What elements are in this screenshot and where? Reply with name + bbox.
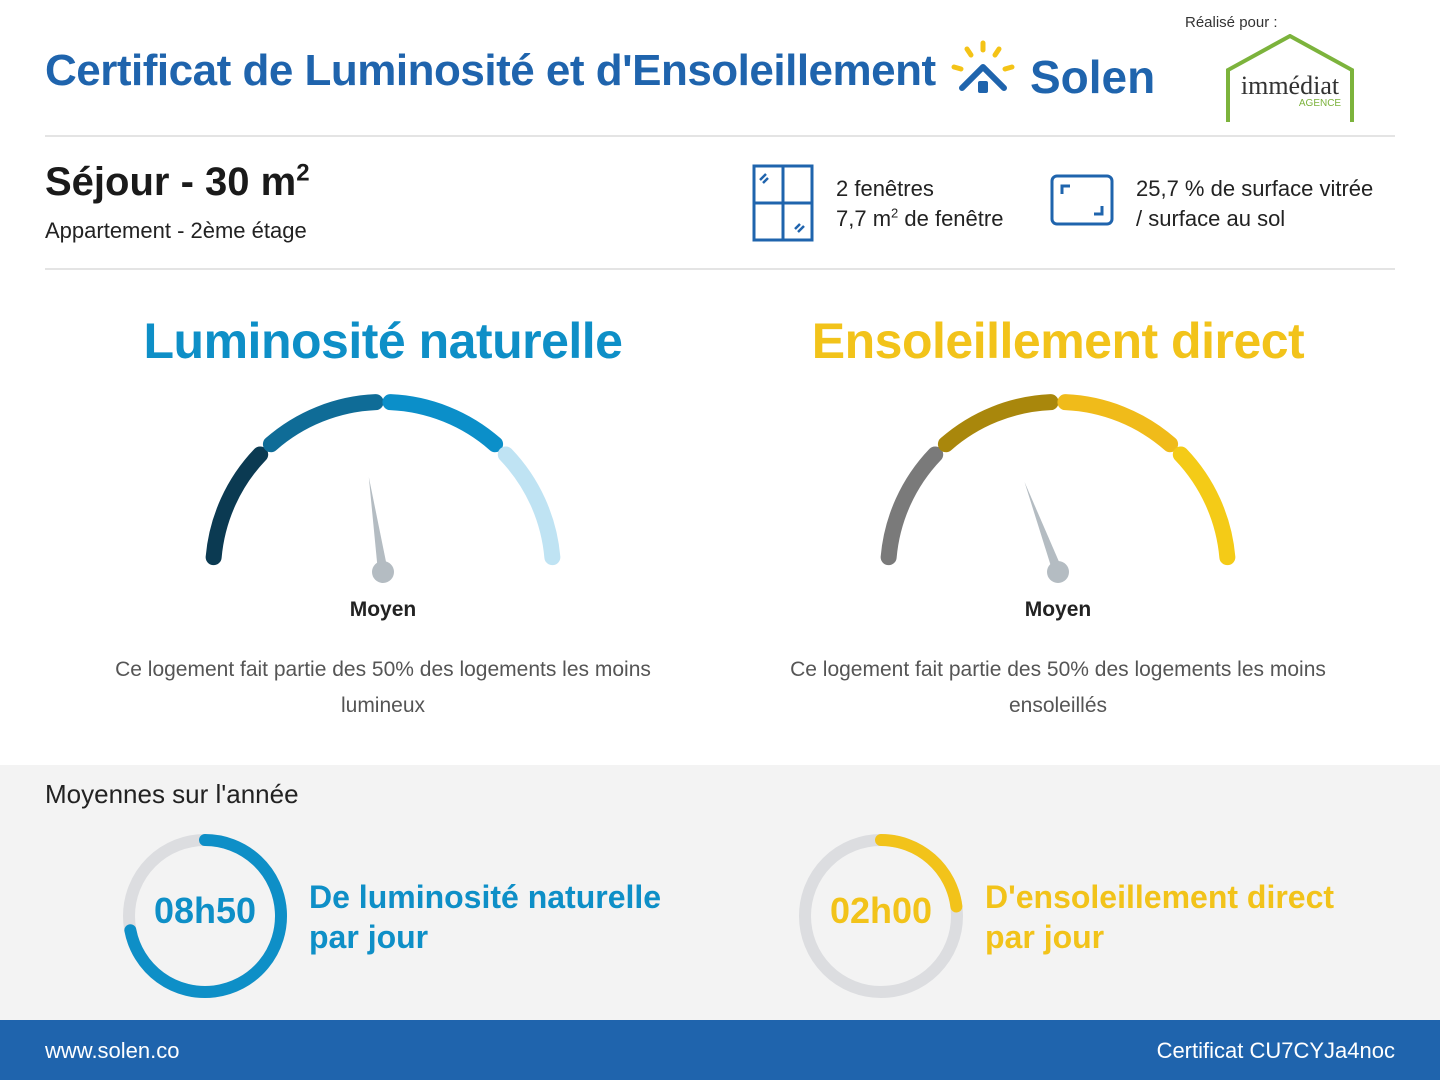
luminosity-hours: 08h50 [153, 890, 257, 931]
sunlight-hours: 02h00 [829, 890, 933, 931]
sunlight-description: Ce logement fait partie des 50% des loge… [790, 658, 1326, 717]
luminosity-gauge [205, 394, 561, 583]
divider [45, 135, 1395, 137]
luminosity-level: Moyen [349, 598, 417, 621]
sunlight-donut: 02h00 [796, 831, 966, 1001]
sunlight-level: Moyen [1024, 598, 1092, 621]
glazing-line1: 25,7 % de surface vitrée [1136, 176, 1374, 201]
luminosity-description: Ce logement fait partie des 50% des loge… [115, 658, 651, 717]
sunlight-gauge-segment [937, 394, 1059, 453]
luminosity-avg-label: De luminosité naturelle par jour [309, 879, 662, 955]
sunlight-gauge-segment [1172, 446, 1236, 566]
certificate-id: Certificat CU7CYJa4noc [1156, 1038, 1395, 1063]
windows-count: 2 fenêtres [836, 176, 934, 201]
sunlight-gauge-needle [1024, 482, 1063, 574]
glazing-info: 25,7 % de surface vitrée / surface au so… [1136, 174, 1373, 234]
agency-logo: immédiat AGENCE [1226, 34, 1354, 122]
sunlight-avg-label: D'ensoleillement direct par jour [985, 879, 1335, 955]
luminosity-heading: Luminosité naturelle [143, 313, 623, 369]
agency-name: immédiat [1241, 71, 1340, 100]
sunlight-gauge-hub [1047, 561, 1069, 583]
solen-logo: Solen [948, 40, 1163, 110]
luminosity-gauge-segment [262, 394, 384, 453]
luminosity-gauge-hub [372, 561, 394, 583]
luminosity-gauge-segment [497, 446, 561, 566]
footer-url[interactable]: www.solen.co [45, 1038, 180, 1063]
room-title: Séjour - 30 m2 [45, 159, 310, 204]
sunlight-donut-progress [875, 834, 963, 913]
luminosity-gauge-section: Luminosité naturelle Moyen Ce logement f… [43, 312, 723, 732]
sunlight-gauge-section: Ensoleillement direct Moyen Ce logement … [718, 312, 1398, 732]
agency-sub: AGENCE [1299, 98, 1342, 109]
luminosity-gauge-segment [205, 446, 269, 566]
brand-name: Solen [1030, 51, 1156, 103]
sunlight-gauge-segment [1057, 394, 1179, 453]
window-area: 7,7 m2 de fenêtre [836, 205, 1004, 231]
yearly-averages: Moyennes sur l'année 08h50 De luminosité… [0, 765, 1440, 1021]
sunlight-heading: Ensoleillement direct [811, 313, 1305, 369]
surface-icon [1050, 174, 1114, 226]
glazing-line2: / surface au sol [1136, 206, 1286, 231]
sunlight-gauge-segment [880, 446, 944, 566]
realise-pour-label: Réalisé pour : [1185, 14, 1278, 31]
sunlight-gauge [880, 394, 1236, 583]
divider [45, 268, 1395, 270]
page-title: Certificat de Luminosité et d'Ensoleille… [45, 46, 936, 95]
room-subtitle: Appartement - 2ème étage [45, 218, 307, 243]
footer: www.solen.co Certificat CU7CYJa4noc [0, 1020, 1440, 1080]
sun-house-icon [951, 40, 1015, 93]
luminosity-donut: 08h50 [120, 831, 290, 1001]
window-info: 2 fenêtres 7,7 m2 de fenêtre [836, 174, 1003, 234]
luminosity-gauge-segment [382, 394, 504, 453]
header: Certificat de Luminosité et d'Ensoleille… [0, 0, 1440, 136]
window-icon [752, 164, 814, 242]
luminosity-donut-progress [124, 834, 287, 998]
luminosity-gauge-needle [368, 477, 388, 573]
averages-title: Moyennes sur l'année [45, 779, 299, 809]
